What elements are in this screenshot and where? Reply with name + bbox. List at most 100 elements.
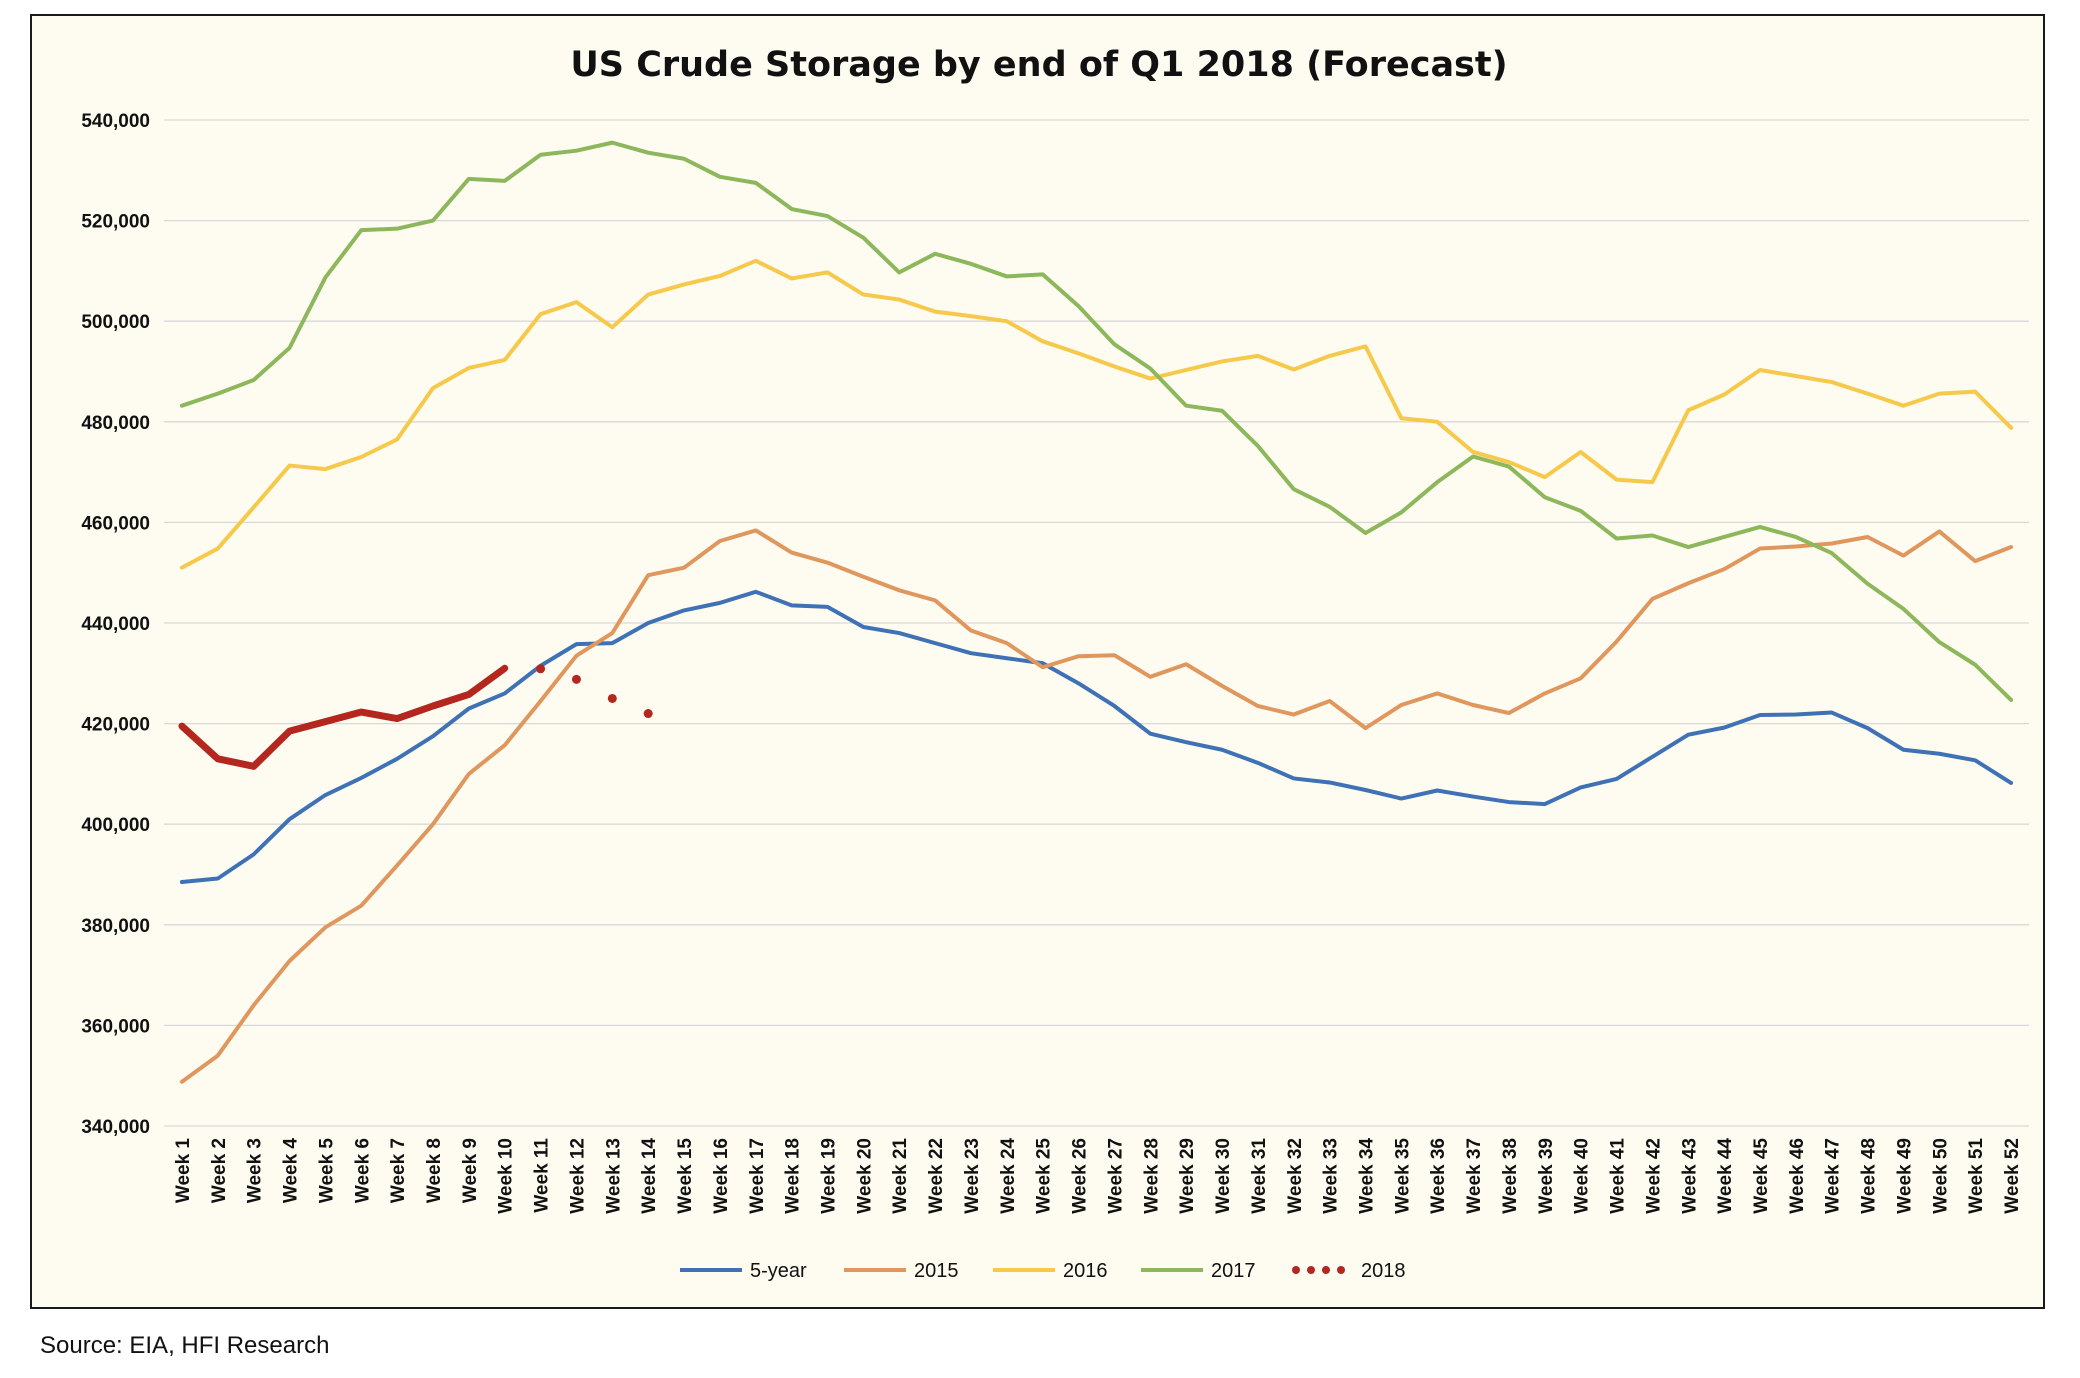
x-tick-label: Week 13	[603, 1138, 624, 1214]
x-axis-tick-labels: Week 1 Week 2 Week 3 Week 4 Week 5 Week 6 Week…	[173, 1138, 2023, 1214]
legend-label: 2016	[1063, 1260, 1108, 1282]
x-tick-label: Week 45	[1751, 1138, 1772, 1214]
legend-swatch-2018	[1307, 1266, 1315, 1274]
legend-item-2015: 2015	[844, 1260, 959, 1282]
series-2016	[179, 258, 2014, 570]
x-tick-label: Week 33	[1321, 1138, 1342, 1214]
series-line-2017	[179, 140, 2014, 702]
x-tick-label: Week 34	[1356, 1138, 1377, 1214]
x-tick-label: Week 25	[1034, 1138, 1055, 1214]
x-tick-label: Week 23	[962, 1138, 983, 1214]
x-tick-label: Week 5	[316, 1138, 337, 1204]
x-tick-label: Week 26	[1070, 1138, 1091, 1214]
x-tick-label: Week 43	[1679, 1138, 1700, 1214]
x-tick-label: Week 20	[854, 1138, 875, 1214]
series-line-5-year	[179, 589, 2014, 885]
x-tick-label: Week 42	[1643, 1138, 1664, 1214]
x-tick-label: Week 1	[173, 1138, 194, 1204]
y-tick-label: 500,000	[81, 312, 150, 333]
x-tick-label: Week 52	[2002, 1138, 2023, 1214]
y-tick-label: 440,000	[81, 614, 150, 635]
x-tick-label: Week 4	[281, 1138, 302, 1204]
x-tick-label: Week 27	[1105, 1138, 1126, 1214]
x-tick-label: Week 15	[675, 1138, 696, 1214]
x-tick-label: Week 30	[1213, 1138, 1234, 1214]
x-tick-label: Week 44	[1715, 1138, 1736, 1214]
x-tick-label: Week 48	[1859, 1138, 1880, 1214]
x-tick-label: Week 36	[1428, 1138, 1449, 1214]
x-tick-label: Week 19	[819, 1138, 840, 1214]
y-tick-label: 380,000	[81, 916, 150, 937]
y-tick-label: 400,000	[81, 815, 150, 836]
forecast-point	[643, 709, 653, 719]
x-tick-label: Week 11	[532, 1138, 553, 1213]
legend-swatch-2018	[1322, 1266, 1330, 1274]
x-tick-label: Week 39	[1536, 1138, 1557, 1214]
x-tick-label: Week 22	[926, 1138, 947, 1214]
x-tick-label: Week 38	[1500, 1138, 1521, 1214]
series-line-2018	[178, 664, 509, 770]
y-tick-label: 480,000	[81, 413, 150, 434]
x-tick-label: Week 29	[1177, 1138, 1198, 1214]
x-tick-label: Week 12	[567, 1138, 588, 1214]
x-tick-label: Week 50	[1930, 1138, 1951, 1214]
series-2017	[179, 140, 2014, 702]
x-tick-label: Week 37	[1464, 1138, 1485, 1214]
y-tick-label: 540,000	[81, 111, 150, 132]
series-lines	[178, 140, 2014, 1084]
legend-label: 2017	[1211, 1260, 1256, 1282]
legend-swatch-2018	[1292, 1266, 1300, 1274]
legend: 5-year 2015 2016 2017 2018	[680, 1260, 1406, 1282]
chart-svg: US Crude Storage by end of Q1 2018 (Fore…	[81, 45, 2029, 1282]
forecast-point	[571, 674, 581, 684]
y-tick-label: 340,000	[81, 1117, 150, 1138]
series-2018	[178, 664, 653, 770]
legend-item-5-year: 5-year	[680, 1260, 807, 1282]
legend-swatch-2018	[1337, 1266, 1345, 1274]
legend-label: 5-year	[750, 1260, 807, 1282]
x-tick-label: Week 18	[783, 1138, 804, 1214]
x-tick-label: Week 47	[1823, 1138, 1844, 1214]
legend-label: 2015	[914, 1260, 959, 1282]
x-tick-label: Week 49	[1894, 1138, 1915, 1214]
forecast-point	[536, 664, 546, 674]
x-tick-label: Week 24	[998, 1138, 1019, 1214]
x-tick-label: Week 2	[209, 1138, 230, 1203]
x-tick-label: Week 8	[424, 1138, 445, 1203]
x-tick-label: Week 17	[747, 1138, 768, 1214]
forecast-point	[607, 693, 617, 703]
x-tick-label: Week 31	[1249, 1138, 1270, 1214]
series-line-2015	[179, 528, 2014, 1084]
legend-label: 2018	[1361, 1260, 1406, 1282]
x-tick-label: Week 7	[388, 1138, 409, 1203]
x-tick-label: Week 40	[1572, 1138, 1593, 1214]
chart-title: US Crude Storage by end of Q1 2018 (Fore…	[570, 45, 1507, 85]
series-5-year	[179, 589, 2014, 885]
x-tick-label: Week 32	[1285, 1138, 1306, 1214]
legend-item-2016: 2016	[993, 1260, 1108, 1282]
x-tick-label: Week 35	[1392, 1138, 1413, 1214]
series-line-2016	[179, 258, 2014, 570]
y-tick-label: 460,000	[81, 513, 150, 534]
legend-item-2017: 2017	[1141, 1260, 1256, 1282]
source-note: Source: EIA, HFI Research	[40, 1332, 330, 1359]
y-tick-label: 520,000	[81, 212, 150, 233]
chart-frame: US Crude Storage by end of Q1 2018 (Fore…	[30, 14, 2045, 1309]
y-tick-label: 360,000	[81, 1016, 150, 1037]
x-tick-label: Week 46	[1787, 1138, 1808, 1214]
y-tick-label: 420,000	[81, 715, 150, 736]
x-tick-label: Week 28	[1141, 1138, 1162, 1214]
x-tick-label: Week 6	[352, 1138, 373, 1203]
x-tick-label: Week 3	[245, 1138, 266, 1203]
series-2015	[179, 528, 2014, 1084]
x-tick-label: Week 41	[1608, 1138, 1629, 1214]
x-tick-label: Week 10	[496, 1138, 517, 1214]
x-tick-label: Week 51	[1966, 1138, 1987, 1214]
x-tick-label: Week 21	[890, 1138, 911, 1214]
x-tick-label: Week 14	[639, 1138, 660, 1214]
x-tick-label: Week 9	[460, 1138, 481, 1203]
x-tick-label: Week 16	[711, 1138, 732, 1214]
legend-item-2018: 2018	[1292, 1260, 1406, 1282]
grid-lines	[164, 119, 2029, 1127]
y-axis-tick-labels: 340,000 360,000 380,000 400,000 420,000 440,0…	[81, 111, 150, 1138]
